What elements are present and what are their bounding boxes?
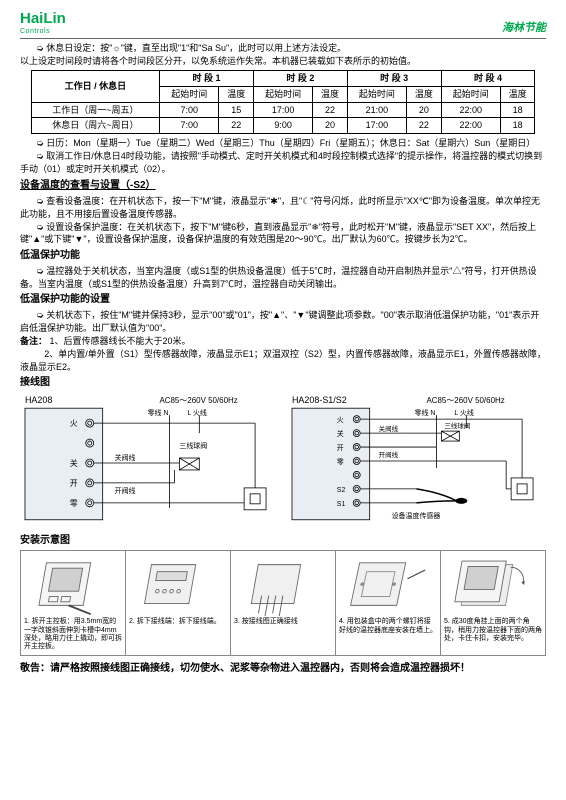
svg-text:开: 开 bbox=[337, 444, 344, 452]
svg-text:关阀线: 关阀线 bbox=[379, 424, 399, 433]
install-img-1 bbox=[24, 554, 122, 616]
table-cell: 18 bbox=[500, 118, 535, 134]
warning-text: 敬告：请严格按照接线图正确接线，切勿使水、泥浆等杂物进入温控器内，否则将会造成温… bbox=[20, 662, 546, 676]
install-img-4 bbox=[339, 554, 437, 616]
install-step-1: 1. 拆开主控板：用3.5mm宽的一字改锥斜面伸到卡槽中4mm深处，略用力往上撬… bbox=[21, 551, 126, 655]
svg-text:L 火线: L 火线 bbox=[187, 408, 207, 417]
install-text-5: 5. 成30度角挂上面的两个角钩，稍用力按温控器下面的两角处，卡住卡扣，安装完毕… bbox=[444, 618, 542, 643]
s2-p2: ➭ 设置设备保护温度：在关机状态下，按下"M"键6秒，直到液晶显示"❄"符号，此… bbox=[20, 221, 546, 246]
install-text-4: 4. 用包装盒中的两个螺钉将接好线的温控器底座安装在墙上。 bbox=[339, 618, 437, 635]
note-label: 备注： bbox=[20, 336, 47, 346]
page-header: HaiLin Controls 海林节能 bbox=[20, 8, 546, 39]
logo-main: HaiLin bbox=[20, 8, 66, 29]
low-title: 低温保护功能 bbox=[20, 249, 546, 263]
th-start2: 起始时间 bbox=[253, 87, 312, 103]
r1-label: 工作日（周一~周五） bbox=[31, 102, 160, 118]
svg-text:S1: S1 bbox=[337, 501, 346, 508]
table-cell: 18 bbox=[500, 102, 535, 118]
note2: 2、单内置/单外置（S1）型传感器故障，液晶显示E1；双温双控（S2）型，内置传… bbox=[20, 348, 546, 373]
install-step-4: 4. 用包装盒中的两个螺钉将接好线的温控器底座安装在墙上。 bbox=[336, 551, 441, 655]
table-cell: 15 bbox=[219, 102, 254, 118]
table-cell: 7:00 bbox=[160, 102, 219, 118]
install-step-3: 3. 按接线图正确接线 bbox=[231, 551, 336, 655]
table-cell: 20 bbox=[407, 102, 442, 118]
note1: 1、后置传感器线长不能大于20米。 bbox=[50, 336, 191, 346]
r2-label: 休息日（周六~周日） bbox=[31, 118, 160, 134]
wiring-right-label: HA208-S1/S2 bbox=[292, 395, 347, 405]
th-p3: 时 段 3 bbox=[347, 71, 441, 87]
svg-text:开: 开 bbox=[70, 479, 78, 488]
low-set-title: 低温保护功能的设置 bbox=[20, 293, 546, 307]
th-temp4: 温度 bbox=[500, 87, 535, 103]
table-cell: 22:00 bbox=[441, 118, 500, 134]
svg-text:关: 关 bbox=[337, 429, 344, 438]
th-p1: 时 段 1 bbox=[160, 71, 254, 87]
install-text-1: 1. 拆开主控板：用3.5mm宽的一字改锥斜面伸到卡槽中4mm深处，略用力往上撬… bbox=[24, 618, 122, 652]
table-cell: 7:00 bbox=[160, 118, 219, 134]
th-start1: 起始时间 bbox=[160, 87, 219, 103]
intro-p1: ➭ 休息日设定：按"☼"键，直至出现"1"和"Sa Su"，此时可以用上述方法设… bbox=[20, 42, 546, 55]
svg-text:关: 关 bbox=[70, 458, 78, 468]
th-start4: 起始时间 bbox=[441, 87, 500, 103]
brand-text: 海林节能 bbox=[502, 21, 546, 36]
wiring-left: HA208 AC85～260V 50/60Hz 零线 N L 火线 火 关 开 … bbox=[20, 393, 279, 528]
svg-text:AC85～260V 50/60Hz: AC85～260V 50/60Hz bbox=[426, 396, 504, 405]
install-img-5 bbox=[444, 554, 542, 616]
svg-text:三线球阀: 三线球阀 bbox=[179, 441, 207, 450]
th-start3: 起始时间 bbox=[347, 87, 406, 103]
table-cell: 21:00 bbox=[347, 102, 406, 118]
install-title: 安装示意图 bbox=[20, 534, 546, 548]
th-p2: 时 段 2 bbox=[253, 71, 347, 87]
wiring-left-label: HA208 bbox=[25, 395, 52, 405]
cancel-line: ➭ 取消工作日/休息日4时段功能，请按照"手动模式、定时开关机模式和4时段控制模… bbox=[20, 150, 546, 175]
svg-text:火: 火 bbox=[70, 419, 78, 428]
wiring-title: 接线图 bbox=[20, 376, 546, 390]
low-set-p1: ➭ 关机状态下，按住"M"键并保持3秒，显示"00"或"01"，按"▲"、"▼"… bbox=[20, 309, 546, 334]
install-diagrams: 1. 拆开主控板：用3.5mm宽的一字改锥斜面伸到卡槽中4mm深处，略用力往上撬… bbox=[20, 550, 546, 656]
schedule-table: 工作日 / 休息日 时 段 1 时 段 2 时 段 3 时 段 4 起始时间温度… bbox=[31, 70, 536, 133]
s2-title: 设备温度的查看与设置（-S2） bbox=[20, 179, 546, 193]
svg-text:开阀线: 开阀线 bbox=[379, 450, 399, 459]
svg-text:零: 零 bbox=[70, 499, 78, 508]
svg-text:设备温度传感器: 设备温度传感器 bbox=[392, 511, 441, 520]
install-step-5: 5. 成30度角挂上面的两个角钩，稍用力按温控器下面的两角处，卡住卡扣，安装完毕… bbox=[441, 551, 545, 655]
install-img-3 bbox=[234, 554, 332, 616]
svg-text:火: 火 bbox=[337, 416, 344, 424]
table-cell: 22 bbox=[219, 118, 254, 134]
install-text-2: 2. 拆下接线端：拆下接线端。 bbox=[129, 618, 227, 626]
table-cell: 22 bbox=[407, 118, 442, 134]
svg-text:零线 N: 零线 N bbox=[148, 408, 169, 417]
ac-label: AC85～260V 50/60Hz bbox=[159, 396, 237, 405]
table-cell: 9:00 bbox=[253, 118, 312, 134]
install-text-3: 3. 按接线图正确接线 bbox=[234, 618, 332, 626]
install-step-2: 2. 拆下接线端：拆下接线端。 bbox=[126, 551, 231, 655]
table-cell: 22 bbox=[313, 102, 348, 118]
th-workrest: 工作日 / 休息日 bbox=[31, 71, 160, 102]
install-img-2 bbox=[129, 554, 227, 616]
table-cell: 17:00 bbox=[253, 102, 312, 118]
svg-text:关阀线: 关阀线 bbox=[115, 453, 136, 462]
low-p1: ➭ 温控器处于关机状态，当室内温度（或S1型的供热设备温度）低于5℃时，温控器自… bbox=[20, 265, 546, 290]
days-line: ➭ 日历：Mon（星期一）Tue（星期二）Wed（星期三）Thu（星期四）Fri… bbox=[20, 137, 546, 150]
th-p4: 时 段 4 bbox=[441, 71, 535, 87]
th-temp3: 温度 bbox=[407, 87, 442, 103]
svg-text:L 火线: L 火线 bbox=[454, 408, 474, 417]
th-temp2: 温度 bbox=[313, 87, 348, 103]
intro-p2: 以上设定时间段时请将各个时间段区分开，以免系统运作失常。本机器已装载如下表所示的… bbox=[20, 55, 546, 68]
table-cell: 17:00 bbox=[347, 118, 406, 134]
svg-text:S2: S2 bbox=[337, 487, 346, 494]
svg-text:零线 N: 零线 N bbox=[415, 408, 436, 417]
wiring-diagrams: HA208 AC85～260V 50/60Hz 零线 N L 火线 火 关 开 … bbox=[20, 393, 546, 528]
wiring-right: HA208-S1/S2 AC85～260V 50/60Hz 零线 N L 火线 … bbox=[287, 393, 546, 528]
table-cell: 22:00 bbox=[441, 102, 500, 118]
svg-text:三线球阀: 三线球阀 bbox=[444, 421, 470, 430]
svg-text:零: 零 bbox=[337, 458, 344, 466]
th-temp1: 温度 bbox=[219, 87, 254, 103]
logo-block: HaiLin Controls bbox=[20, 8, 66, 37]
notes: 备注： 1、后置传感器线长不能大于20米。 bbox=[20, 335, 546, 348]
table-cell: 20 bbox=[313, 118, 348, 134]
svg-text:开阀线: 开阀线 bbox=[115, 486, 136, 495]
s2-p1: ➭ 查看设备温度：在开机状态下，按一下"M"键，液晶显示"✱"，且"☾"符号闪烁… bbox=[20, 195, 546, 220]
